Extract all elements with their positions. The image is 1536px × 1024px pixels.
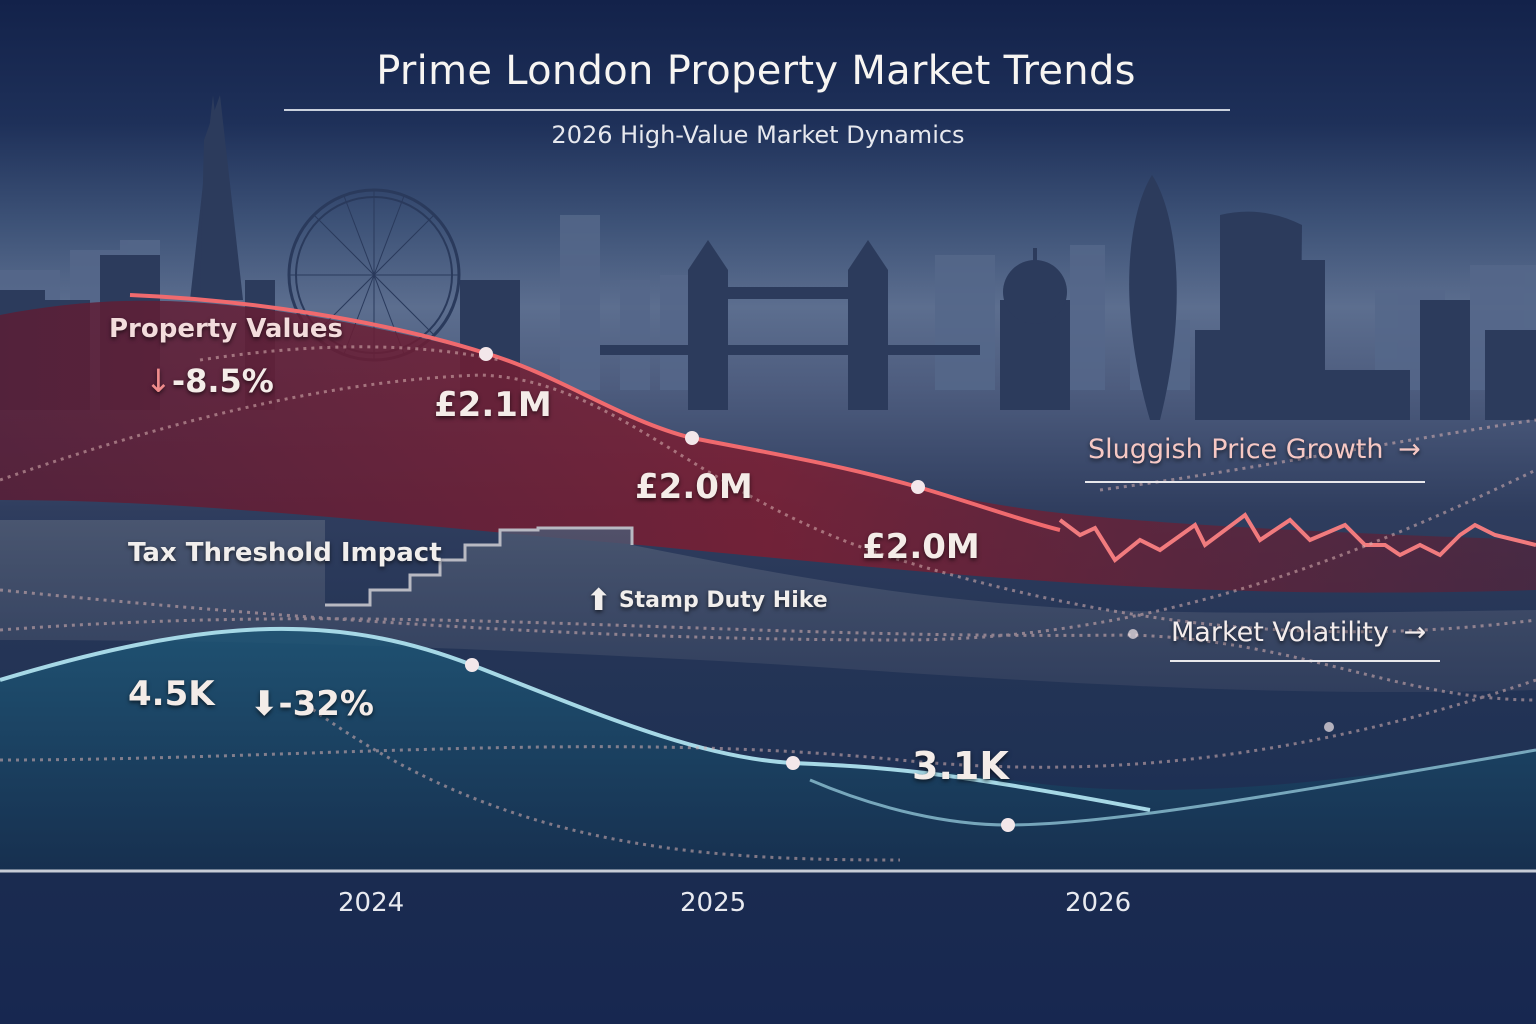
sluggish-growth-label: Sluggish Price Growth → bbox=[1088, 434, 1421, 465]
stamp-duty-label: ⬆ Stamp Duty Hike bbox=[586, 583, 828, 618]
right-arrow-icon: → bbox=[1398, 434, 1421, 465]
price-point-2024: £2.1M bbox=[434, 385, 552, 425]
data-points bbox=[465, 347, 1334, 832]
market-volatility-label: Market Volatility → bbox=[1171, 617, 1426, 648]
property-values-area bbox=[0, 300, 1536, 593]
transactions-start-value: 4.5K bbox=[128, 674, 215, 714]
transactions-line bbox=[0, 626, 1151, 812]
transactions-change: ⬇-32% bbox=[250, 684, 374, 724]
property-change-value: -8.5% bbox=[171, 362, 274, 400]
down-arrow-icon: ↓ bbox=[145, 362, 172, 400]
down-arrow-icon: ⬇ bbox=[250, 684, 279, 724]
up-arrow-icon: ⬆ bbox=[586, 583, 612, 618]
x-tick-2025: 2025 bbox=[680, 888, 747, 918]
transactions-change-value: -32% bbox=[278, 684, 375, 724]
right-arrow-icon: → bbox=[1403, 617, 1427, 648]
transactions-lower-line bbox=[809, 748, 1536, 827]
property-values-line bbox=[129, 293, 1061, 532]
transactions-area bbox=[0, 628, 1536, 870]
price-point-2026: £2.0M bbox=[862, 527, 980, 567]
tax-threshold-label: Tax Threshold Impact bbox=[128, 538, 442, 568]
page-title: Prime London Property Market Trends bbox=[376, 48, 1136, 94]
sluggish-growth-line bbox=[1058, 512, 1536, 563]
x-tick-2026: 2026 bbox=[1065, 888, 1132, 918]
dotted-guides bbox=[0, 345, 1536, 862]
x-tick-2024: 2024 bbox=[338, 888, 405, 918]
transactions-end-value: 3.1K bbox=[912, 744, 1009, 788]
price-point-2025: £2.0M bbox=[635, 467, 753, 507]
tax-threshold-band bbox=[0, 520, 1536, 693]
market-volatility-text: Market Volatility bbox=[1171, 617, 1389, 648]
property-values-change: ↓-8.5% bbox=[145, 362, 274, 400]
page-subtitle: 2026 High-Value Market Dynamics bbox=[551, 121, 965, 149]
stair-outline bbox=[325, 526, 634, 607]
sluggish-growth-text: Sluggish Price Growth bbox=[1088, 434, 1384, 465]
stamp-duty-text: Stamp Duty Hike bbox=[618, 588, 828, 613]
property-values-label: Property Values bbox=[109, 314, 344, 344]
